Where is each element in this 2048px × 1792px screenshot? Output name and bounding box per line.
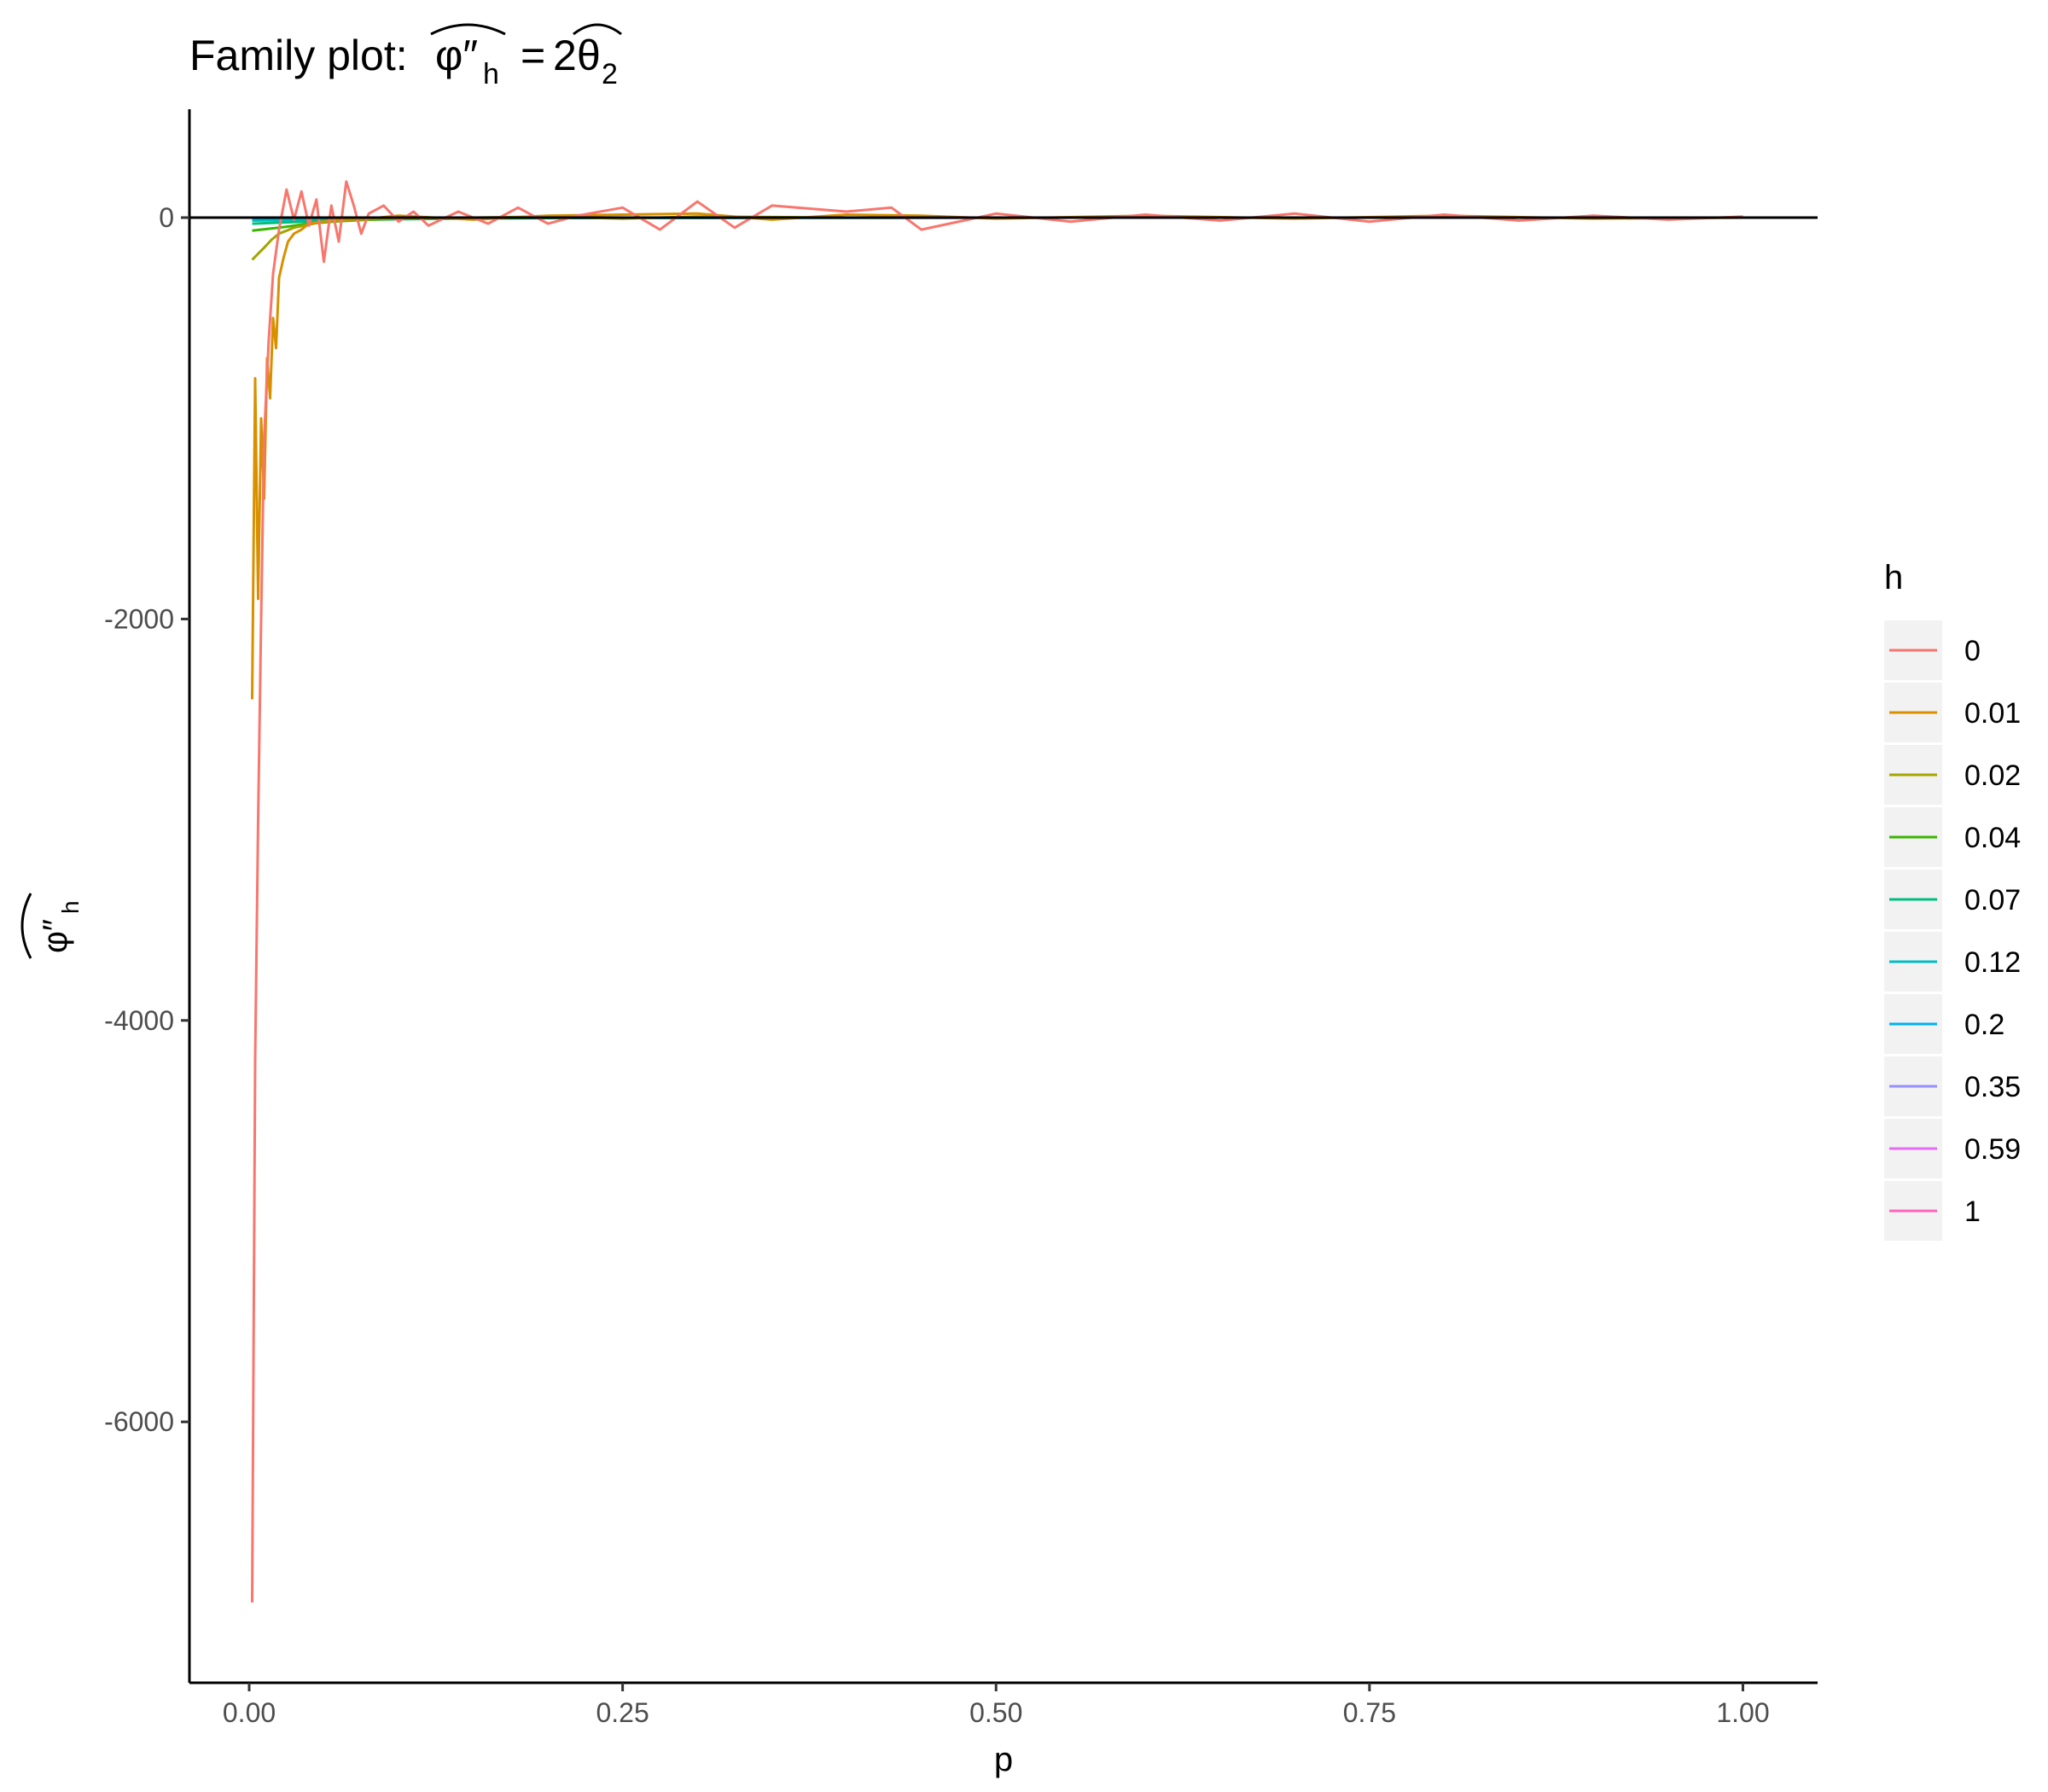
legend-label: 0.01 [1964,697,2021,730]
title-lhs: φ″ [435,32,478,79]
legend-item: 0 [1884,620,1981,680]
series-line-h-0-02 [251,215,1743,261]
title-rhs-hat [573,23,622,36]
y-axis-title-sub: h [57,900,84,914]
legend-item: 0.12 [1884,932,2021,992]
legend-item: 0.2 [1884,994,2004,1054]
x-tick-label: 1.00 [1716,1697,1769,1728]
y-tick-label: 0 [159,202,174,233]
x-tick-label: 0.75 [1343,1697,1396,1728]
chart-title: Family plot: φ″ h = 2 θ 2 [189,23,622,90]
title-rhs: θ [577,32,601,79]
title-equals: = [521,32,545,79]
legend-item: 0.02 [1884,745,2021,805]
x-tick-label: 0.50 [969,1697,1022,1728]
y-axis-title-hat [20,893,32,959]
tick-layer: -6000 -4000 -2000 0 0.00 0.25 0.50 0.75 1.00 [104,202,1769,1728]
legend-label: 1 [1964,1196,1981,1228]
legend-item: 0.01 [1884,683,2021,742]
title-rhs-coef: 2 [553,32,577,79]
legend-item: 0.35 [1884,1056,2021,1116]
x-axis-title: p [994,1741,1013,1778]
series-line-h-0 [251,180,1743,1603]
legend-label: 0.02 [1964,759,2021,792]
legend-label: 0.2 [1964,1009,2004,1041]
legend-label: 0.12 [1964,946,2021,979]
title-prefix: Family plot: [189,32,408,79]
title-rhs-sub: 2 [602,58,618,90]
legend-item: 0.59 [1884,1119,2021,1178]
y-tick-label: -4000 [104,1005,174,1036]
y-tick-label: -6000 [104,1406,174,1437]
series-layer [251,180,1743,1603]
legend-title: h [1884,559,1903,596]
legend-label: 0.07 [1964,884,2021,916]
y-tick-label: -2000 [104,603,174,634]
legend-label: 0.04 [1964,822,2021,854]
x-tick-label: 0.25 [596,1697,649,1728]
y-axis-title-main: φ″ [37,919,74,953]
axes [188,109,1818,1684]
legend-item: 1 [1884,1181,1981,1241]
title-lhs-hat [430,23,506,36]
legend-label: 0.59 [1964,1133,2021,1166]
legend-item: 0.04 [1884,807,2021,867]
legend-label: 0.35 [1964,1071,2021,1103]
y-axis-title: φ″ h [20,893,84,959]
series-line-h-0-01 [251,212,1743,700]
legend-label: 0 [1964,635,1981,667]
legend: h 0 0.01 0.02 0.04 0.07 0.12 0.2 0.35 0.59 1 [1884,559,2021,1241]
legend-item: 0.07 [1884,870,2021,929]
title-lhs-sub: h [483,58,499,90]
x-tick-label: 0.00 [223,1697,276,1728]
